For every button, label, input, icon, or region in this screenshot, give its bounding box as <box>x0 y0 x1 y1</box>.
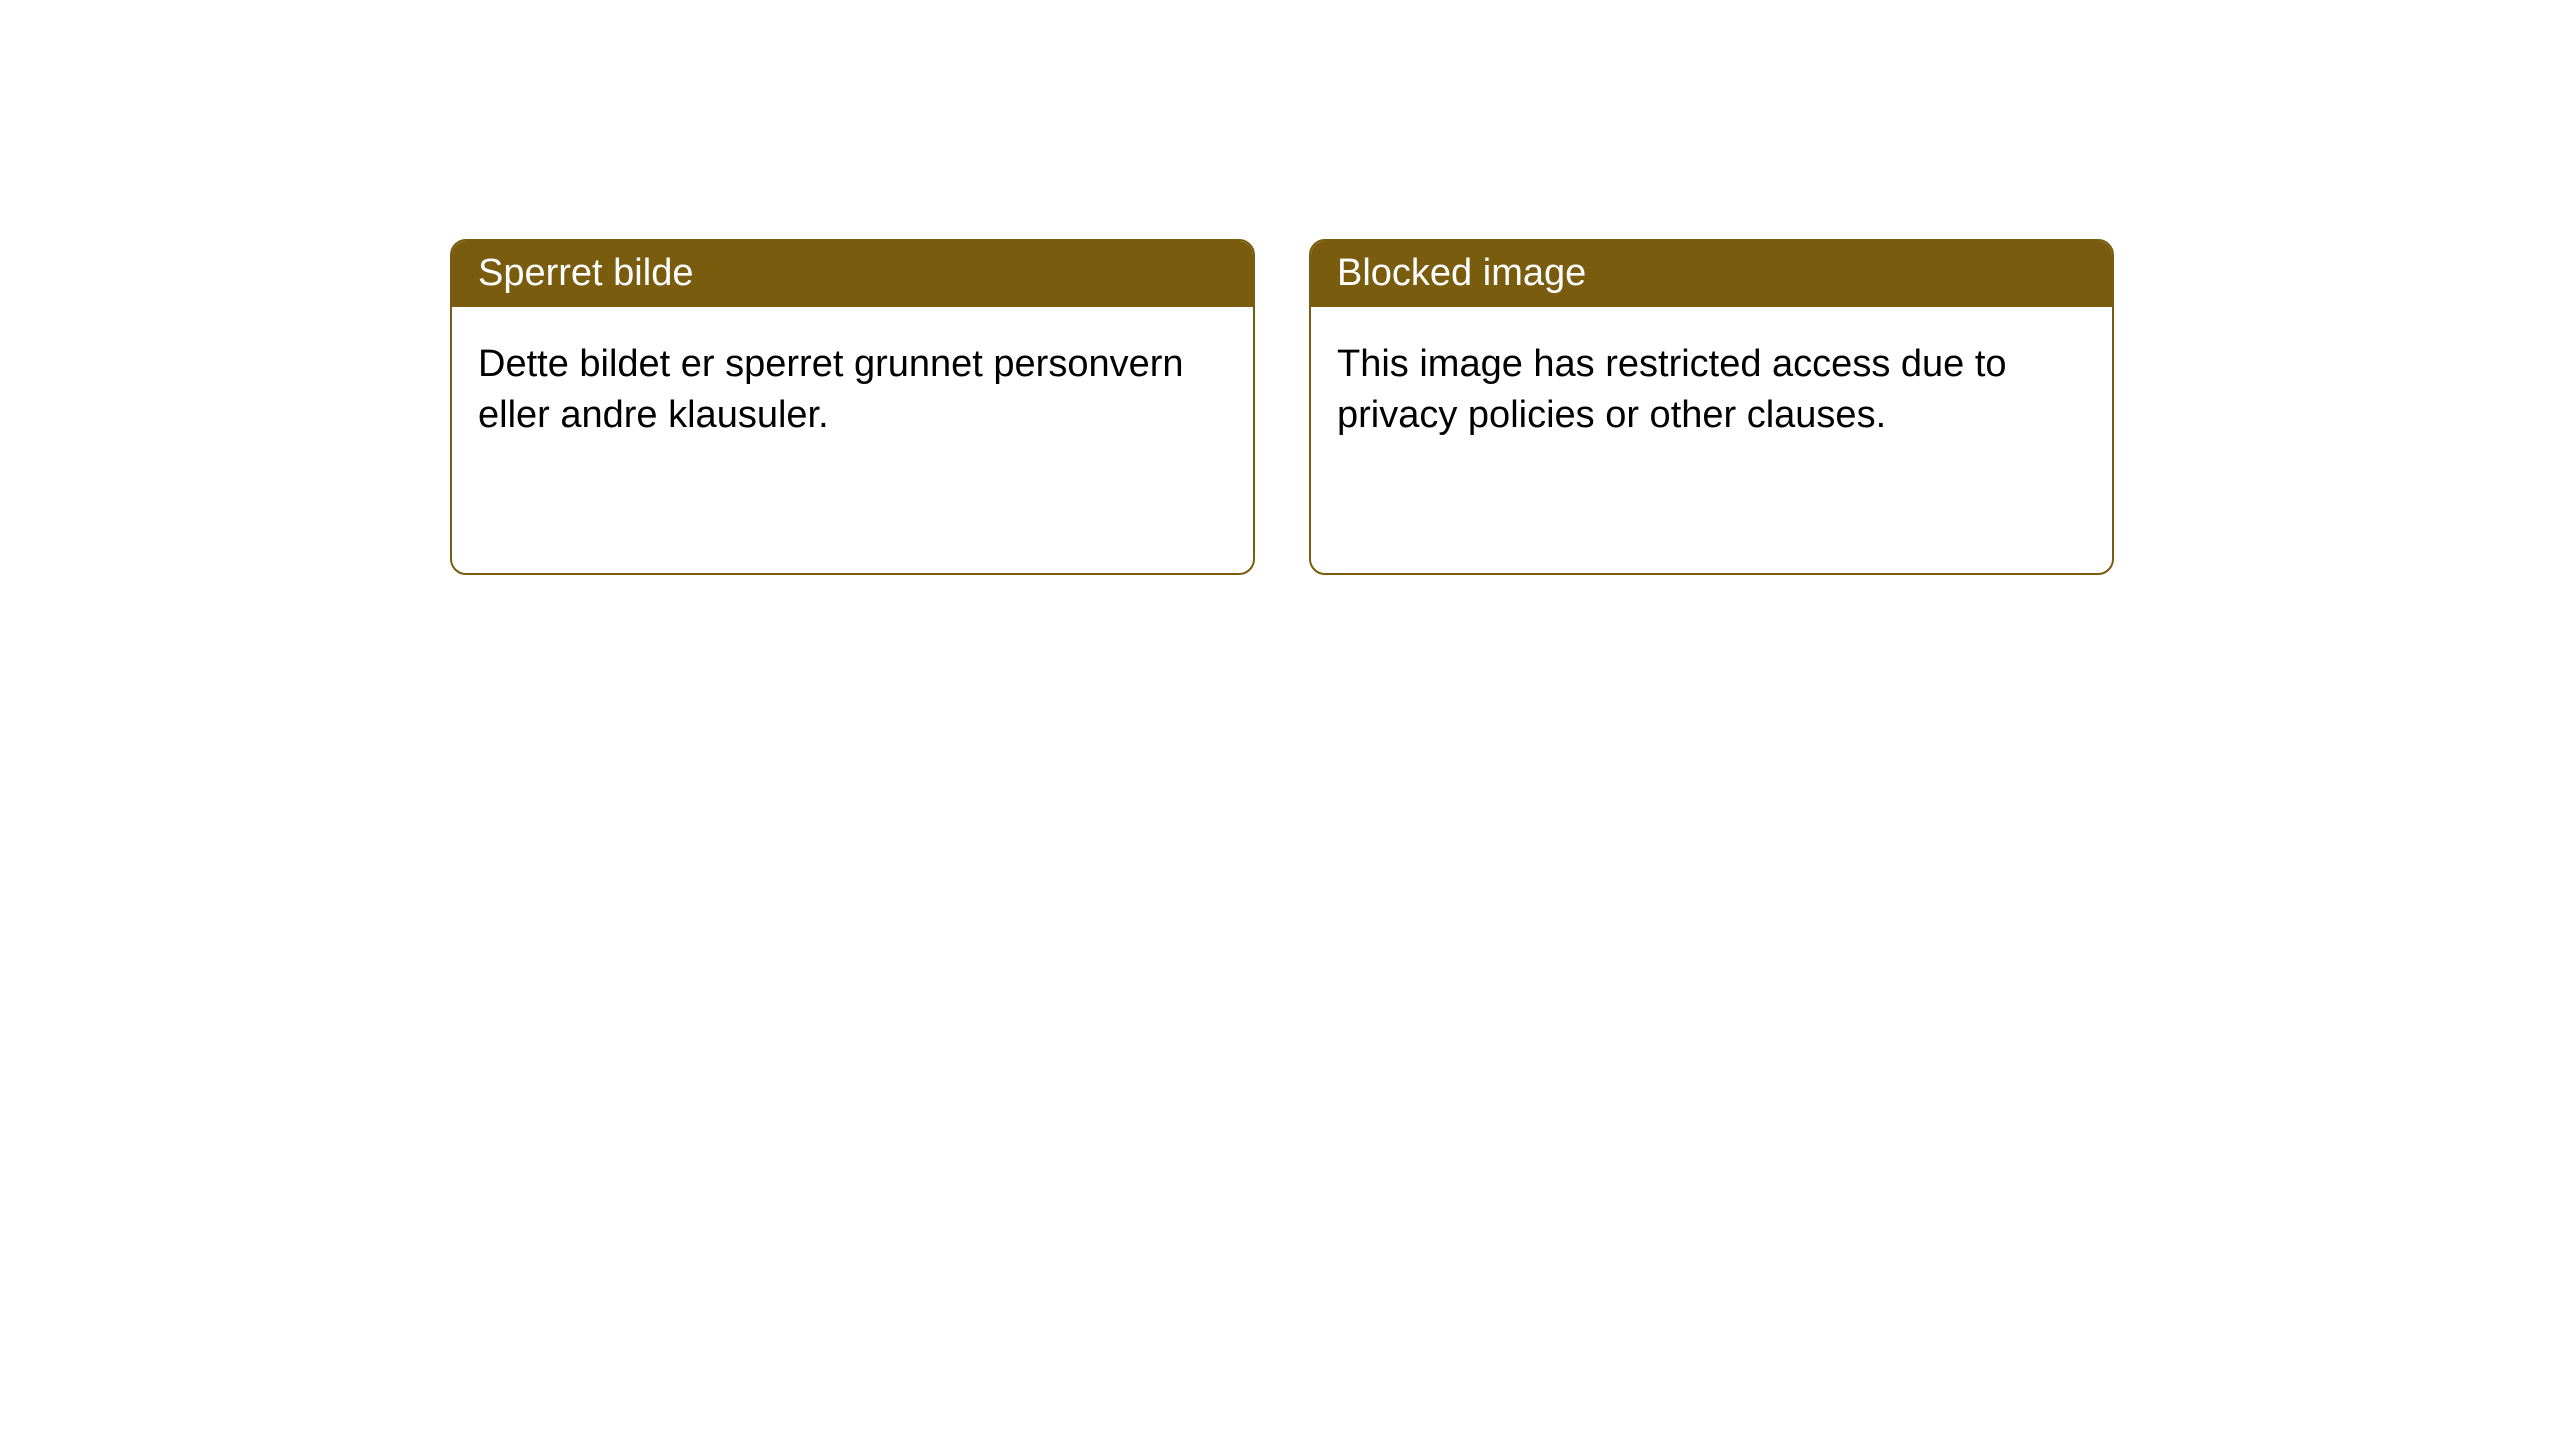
card-header-no: Sperret bilde <box>452 241 1253 307</box>
card-title-en: Blocked image <box>1337 252 1586 294</box>
message-container: Sperret bilde Dette bildet er sperret gr… <box>0 0 2560 575</box>
blocked-image-card-no: Sperret bilde Dette bildet er sperret gr… <box>450 239 1255 575</box>
card-body-no: Dette bildet er sperret grunnet personve… <box>452 307 1253 474</box>
card-message-no: Dette bildet er sperret grunnet personve… <box>478 343 1184 436</box>
blocked-image-card-en: Blocked image This image has restricted … <box>1309 239 2114 575</box>
card-header-en: Blocked image <box>1311 241 2112 307</box>
card-message-en: This image has restricted access due to … <box>1337 343 2007 436</box>
card-body-en: This image has restricted access due to … <box>1311 307 2112 474</box>
card-title-no: Sperret bilde <box>478 252 693 294</box>
